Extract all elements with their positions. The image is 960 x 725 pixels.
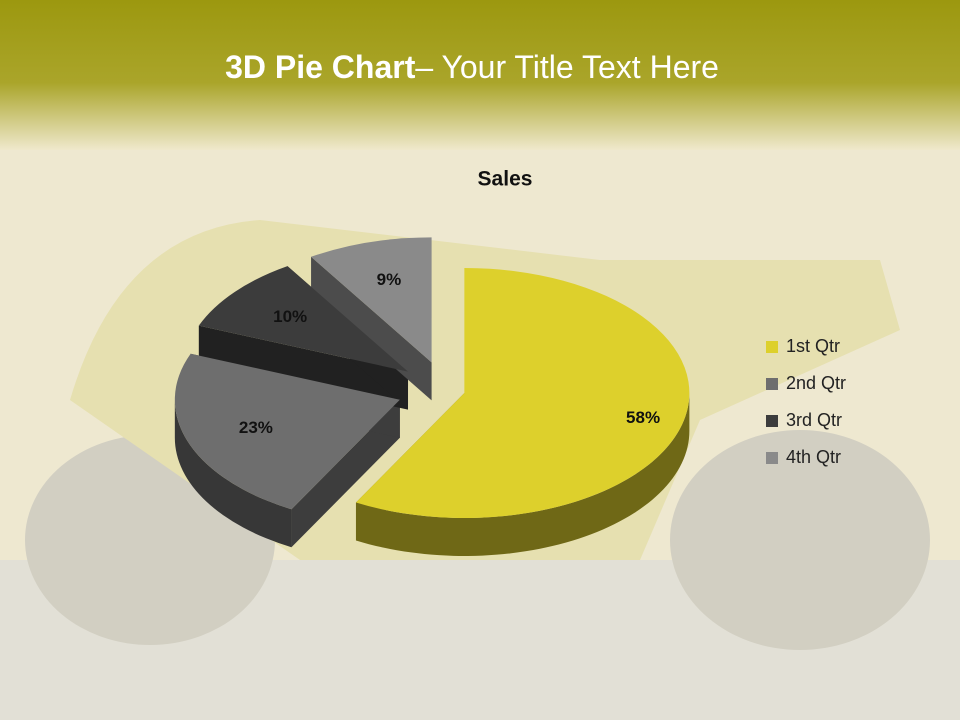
- slide-title: 3D Pie Chart– Your Title Text Here: [225, 49, 719, 85]
- pie-slice: [174, 353, 400, 510]
- legend-label: 3rd Qtr: [786, 410, 842, 430]
- legend: 1st Qtr 2nd Qtr 3rd Qtr 4th Qtr: [766, 336, 846, 467]
- data-label: 58%: [626, 408, 660, 427]
- wheel-rear: [670, 430, 930, 650]
- slice-wall: [355, 392, 690, 556]
- legend-label: 1st Qtr: [786, 336, 840, 356]
- slice-cut-face: [311, 256, 432, 401]
- legend-swatch: [766, 378, 778, 390]
- legend-label: 2nd Qtr: [786, 373, 846, 393]
- pie-slice: [311, 237, 432, 363]
- data-label: 23%: [239, 418, 273, 437]
- slice-wall: [174, 399, 292, 548]
- legend-label: 4th Qtr: [786, 447, 841, 467]
- pie-tops: [174, 237, 690, 518]
- legend-swatch: [766, 415, 778, 427]
- data-label: 9%: [377, 270, 402, 289]
- header-band: [0, 0, 960, 150]
- slice-cut-face: [198, 325, 409, 410]
- pie-slice: [355, 267, 690, 518]
- slide-title-rest: – Your Title Text Here: [415, 49, 719, 85]
- slide-title-bold: 3D Pie Chart: [225, 49, 416, 85]
- data-labels: 58% 23% 10% 9%: [239, 270, 660, 437]
- legend-swatch: [766, 341, 778, 353]
- slice-cut-face: [291, 399, 400, 548]
- legend-swatch: [766, 452, 778, 464]
- data-label: 10%: [273, 307, 307, 326]
- chart-title: Sales: [478, 168, 533, 191]
- pie-slice: [198, 266, 409, 372]
